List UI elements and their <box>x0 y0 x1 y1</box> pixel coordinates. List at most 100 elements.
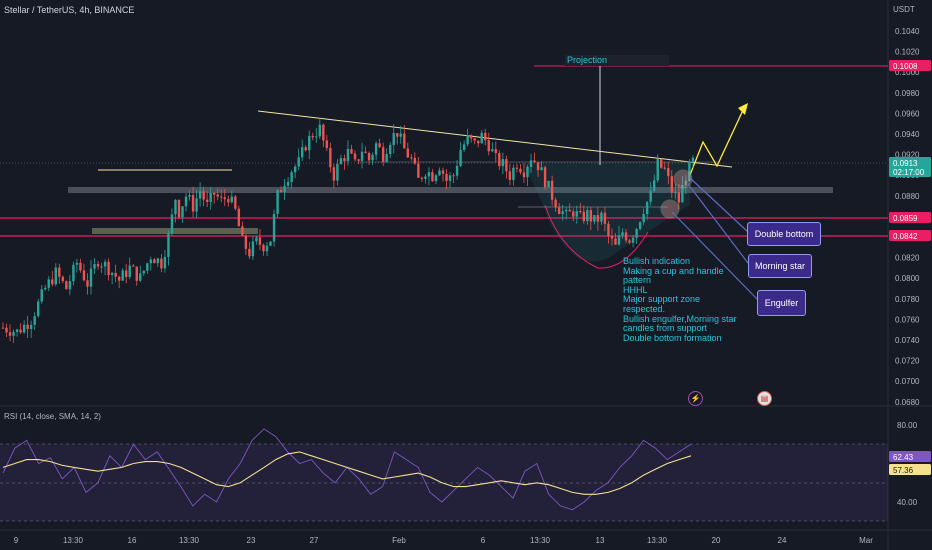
candle-body[interactable] <box>550 180 554 200</box>
projection-path[interactable] <box>689 107 745 176</box>
candle-body[interactable] <box>304 147 307 151</box>
candle-body[interactable] <box>125 270 128 278</box>
candle-body[interactable] <box>396 133 399 137</box>
candle-body[interactable] <box>318 124 321 137</box>
candle-body[interactable] <box>213 192 216 195</box>
candle-body[interactable] <box>177 199 181 218</box>
candle-body[interactable] <box>58 267 61 277</box>
candle-body[interactable] <box>389 145 392 155</box>
candle-body[interactable] <box>255 237 258 242</box>
candle-body[interactable] <box>170 214 174 234</box>
candle-body[interactable] <box>29 324 33 329</box>
candle-body[interactable] <box>26 324 29 329</box>
candle-body[interactable] <box>72 264 75 282</box>
engulfer-marker[interactable] <box>660 199 680 219</box>
candle-body[interactable] <box>357 159 360 161</box>
candle-body[interactable] <box>582 211 585 222</box>
candle-body[interactable] <box>491 149 494 152</box>
candle-body[interactable] <box>494 149 497 154</box>
candle-body[interactable] <box>519 168 522 173</box>
candle-body[interactable] <box>114 272 117 277</box>
double-bottom-marker[interactable] <box>673 169 693 189</box>
candle-body[interactable] <box>350 148 353 154</box>
candle-body[interactable] <box>596 215 600 222</box>
candle-body[interactable] <box>142 270 145 274</box>
candle-body[interactable] <box>406 148 409 158</box>
rsi-ma-line[interactable] <box>2 451 692 495</box>
candle-body[interactable] <box>75 262 79 265</box>
candle-body[interactable] <box>61 276 65 282</box>
candle-body[interactable] <box>149 259 153 264</box>
candle-body[interactable] <box>674 192 677 194</box>
candle-body[interactable] <box>667 168 670 177</box>
old-support-zone[interactable] <box>92 228 258 234</box>
candle-body[interactable] <box>139 273 142 281</box>
candle-body[interactable] <box>230 196 233 203</box>
candle-body[interactable] <box>561 211 564 215</box>
candle-body[interactable] <box>424 176 427 179</box>
major-support-zone[interactable] <box>68 187 833 193</box>
candle-body[interactable] <box>1 327 5 329</box>
candle-body[interactable] <box>195 198 198 212</box>
candle-body[interactable] <box>279 190 283 193</box>
candle-body[interactable] <box>557 207 561 215</box>
candle-body[interactable] <box>572 211 575 217</box>
candle-body[interactable] <box>593 215 596 222</box>
candle-body[interactable] <box>403 133 406 149</box>
candle-body[interactable] <box>579 211 582 213</box>
cup-curve[interactable] <box>544 204 649 269</box>
candle-body[interactable] <box>54 267 57 285</box>
candle-body[interactable] <box>417 163 420 178</box>
candle-body[interactable] <box>441 170 445 174</box>
candle-body[interactable] <box>385 154 388 162</box>
candle-body[interactable] <box>374 143 378 155</box>
candle-body[interactable] <box>462 144 466 151</box>
candle-body[interactable] <box>614 238 617 245</box>
candle-body[interactable] <box>565 209 568 212</box>
candle-body[interactable] <box>322 124 325 141</box>
candle-body[interactable] <box>367 152 371 161</box>
candle-body[interactable] <box>621 232 624 236</box>
candle-body[interactable] <box>181 206 184 218</box>
candle-body[interactable] <box>607 223 610 237</box>
candle-body[interactable] <box>135 266 138 281</box>
double-bottom-label[interactable]: Double bottom <box>747 222 821 246</box>
candle-body[interactable] <box>117 276 121 281</box>
candle-body[interactable] <box>469 135 473 139</box>
candle-body[interactable] <box>191 195 195 212</box>
candle-body[interactable] <box>107 261 110 276</box>
candle-body[interactable] <box>110 272 114 276</box>
candle-body[interactable] <box>431 172 434 182</box>
candle-body[interactable] <box>392 133 395 146</box>
candle-body[interactable] <box>339 158 343 164</box>
candle-body[interactable] <box>325 140 329 148</box>
candle-body[interactable] <box>522 172 526 178</box>
candle-body[interactable] <box>568 209 571 212</box>
candle-body[interactable] <box>653 180 656 191</box>
candle-body[interactable] <box>301 147 304 158</box>
candle-body[interactable] <box>663 167 666 169</box>
candle-body[interactable] <box>487 140 490 152</box>
candle-body[interactable] <box>410 157 413 159</box>
candle-body[interactable] <box>533 160 536 163</box>
candle-body[interactable] <box>526 166 529 178</box>
candle-body[interactable] <box>272 213 276 242</box>
candle-body[interactable] <box>286 181 290 186</box>
candle-body[interactable] <box>603 212 607 224</box>
candle-body[interactable] <box>244 235 248 249</box>
candle-body[interactable] <box>251 241 255 257</box>
candle-body[interactable] <box>371 154 374 161</box>
candle-body[interactable] <box>624 232 628 241</box>
candle-body[interactable] <box>353 153 357 160</box>
candle-body[interactable] <box>174 199 177 215</box>
candle-body[interactable] <box>413 157 417 164</box>
candle-body[interactable] <box>660 158 663 168</box>
candle-body[interactable] <box>448 175 452 181</box>
candle-body[interactable] <box>480 132 483 144</box>
candle-body[interactable] <box>202 191 205 200</box>
candle-body[interactable] <box>22 324 26 333</box>
candle-body[interactable] <box>262 244 265 252</box>
candle-body[interactable] <box>100 266 103 268</box>
candle-body[interactable] <box>290 172 293 182</box>
